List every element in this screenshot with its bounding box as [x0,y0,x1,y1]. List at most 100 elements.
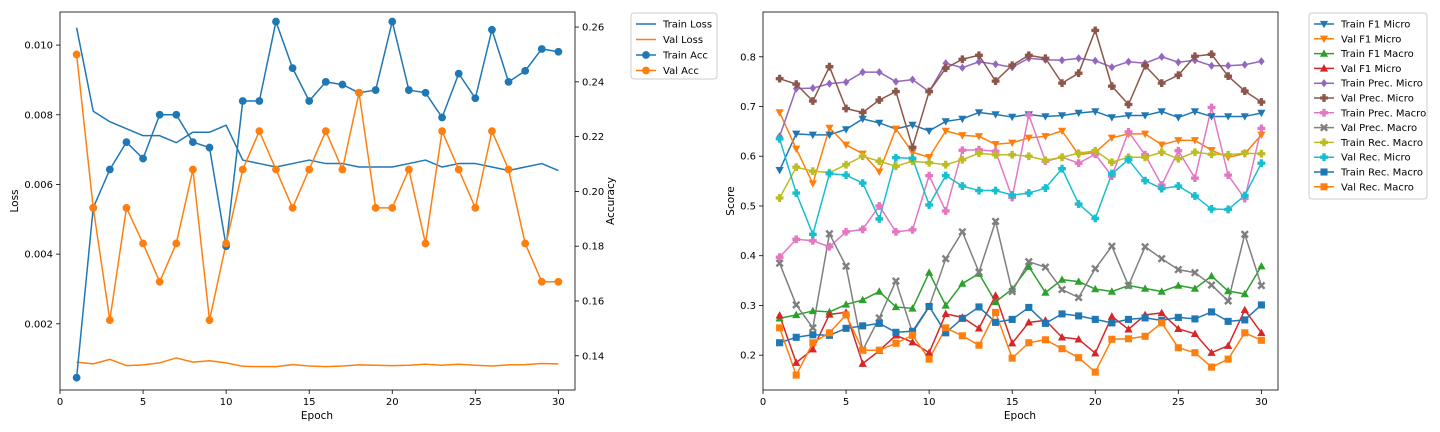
data-point-train-rec-macro-8 [1157,148,1166,157]
data-point-val-rec-macro-11 [975,341,983,349]
data-point-val-rec-macro-11 [1158,319,1166,327]
data-point-val-prec-micro-5 [941,64,950,73]
x-tick-label: 25 [1172,397,1185,408]
y-tick-label: 0.6 [740,152,756,163]
data-point-val-f1-micro-1 [841,141,851,150]
data-point-val-prec-macro-7 [941,254,950,263]
data-point-train-f1-macro-2 [1057,275,1067,283]
data-point-train-acc-2 [504,77,513,86]
x-tick-label: 10 [220,397,233,408]
data-point-val-rec-micro-9 [775,134,784,143]
data-point-train-acc-2 [305,97,314,105]
y-tick-label: 0.5 [740,201,756,212]
data-point-train-prec-macro-6 [1207,103,1216,112]
data-point-train-prec-micro-4 [876,68,883,77]
data-point-train-f1-macro-2 [891,302,901,311]
data-point-val-acc-3 [139,239,147,248]
data-point-val-prec-macro-7 [875,313,884,322]
data-point-train-rec-macro-10 [975,303,983,311]
data-point-train-f1-micro-0 [1190,108,1200,116]
data-point-val-f1-micro-1 [808,180,817,188]
data-point-train-f1-micro-0 [875,119,884,128]
data-point-val-prec-macro-7 [1174,265,1183,274]
data-point-val-rec-macro-11 [1257,336,1265,344]
data-point-train-rec-macro-8 [1008,150,1017,159]
x-tick-label: 15 [1006,397,1019,408]
data-point-train-f1-macro-2 [1091,284,1100,293]
legend: Train F1 Micro Val F1 Micro Train F1 Macro… [1308,12,1428,200]
data-point-train-acc-2 [488,25,496,34]
data-point-train-acc-2 [388,17,397,26]
data-point-val-prec-micro-5 [1008,61,1017,70]
data-point-train-acc-2 [438,113,446,122]
data-point-val-f1-micro-1 [1024,134,1033,143]
data-point-train-f1-micro-0 [1074,109,1083,118]
data-point-train-f1-micro-0 [1240,113,1249,121]
legend-marker [1319,123,1329,132]
series-line-val-prec-macro-7 [778,220,1263,351]
data-point-train-f1-macro-2 [908,304,917,312]
data-point-train-rec-macro-8 [808,167,817,176]
series-line-val-prec-micro-5 [779,29,1262,149]
data-point-train-prec-macro-6 [875,202,884,210]
data-point-train-prec-micro-4 [1224,61,1232,70]
data-point-train-rec-macro-10 [842,324,850,332]
data-point-val-rec-macro-11 [1174,344,1182,352]
data-point-train-rec-macro-10 [1174,313,1182,321]
data-point-train-acc-2 [404,86,413,94]
data-point-val-acc-3 [288,203,297,212]
legend-marker [1319,64,1329,72]
legend-marker [1320,108,1328,117]
data-point-train-f1-macro-2 [1157,287,1166,295]
data-point-val-prec-micro-5 [842,104,850,113]
data-point-val-prec-macro-7 [958,227,967,236]
data-point-train-prec-micro-4 [826,79,833,88]
data-point-train-prec-micro-4 [909,75,916,84]
data-point-val-prec-macro-7 [1041,263,1050,272]
data-point-train-prec-micro-4 [809,84,817,93]
data-point-train-acc-2 [338,80,347,89]
data-point-train-prec-micro-4 [1091,56,1099,65]
y-tick-label: 0.010 [24,41,53,52]
x-axis-label: Epoch [301,410,333,422]
data-point-train-prec-micro-4 [1058,56,1066,65]
legend-label: Train Acc [662,51,708,62]
x-tick-label: 20 [386,397,399,408]
legend-label: Val Loss [663,35,703,46]
data-point-val-rec-macro-11 [925,355,933,363]
data-point-train-rec-macro-10 [1191,315,1199,323]
data-point-train-rec-macro-8 [1058,153,1066,162]
data-point-val-prec-macro-7 [1008,287,1017,296]
data-point-val-rec-micro-9 [892,153,900,162]
data-point-val-prec-macro-7 [891,277,900,286]
data-point-val-prec-macro-7 [1257,281,1266,290]
data-point-val-rec-macro-11 [809,339,817,347]
y-tick-label: 0.7 [740,102,756,113]
data-point-val-acc-3 [537,277,546,286]
data-point-val-prec-micro-5 [1191,52,1199,61]
y-axis-label: Loss [9,189,21,212]
data-point-val-prec-micro-5 [1058,79,1066,88]
series-markers [775,26,1266,379]
data-point-train-prec-macro-6 [858,225,867,234]
data-point-train-f1-macro-2 [1207,271,1216,280]
data-point-val-acc-3 [222,239,231,248]
legend-label: Train Rec. Macro [1340,168,1423,179]
data-point-train-rec-macro-10 [1124,315,1133,323]
data-point-train-rec-macro-10 [875,319,883,327]
legend-label: Val F1 Micro [1341,34,1401,45]
legend-marker [1319,49,1329,57]
data-point-train-rec-macro-10 [776,339,784,347]
data-point-val-prec-micro-5 [1091,26,1100,35]
data-point-val-acc-3 [189,165,197,174]
data-point-train-rec-macro-8 [941,160,950,169]
data-point-val-rec-micro-9 [792,189,801,197]
data-point-val-acc-3 [438,127,446,136]
data-point-val-prec-micro-5 [1207,50,1216,59]
data-point-val-acc-3 [105,316,114,325]
data-point-val-f1-micro-3 [792,358,801,366]
data-point-val-f1-micro-3 [974,324,984,332]
x-axis-label: Epoch [1004,410,1036,422]
y2-tick-label: 0.16 [582,296,604,307]
data-point-train-rec-macro-8 [1074,149,1083,158]
